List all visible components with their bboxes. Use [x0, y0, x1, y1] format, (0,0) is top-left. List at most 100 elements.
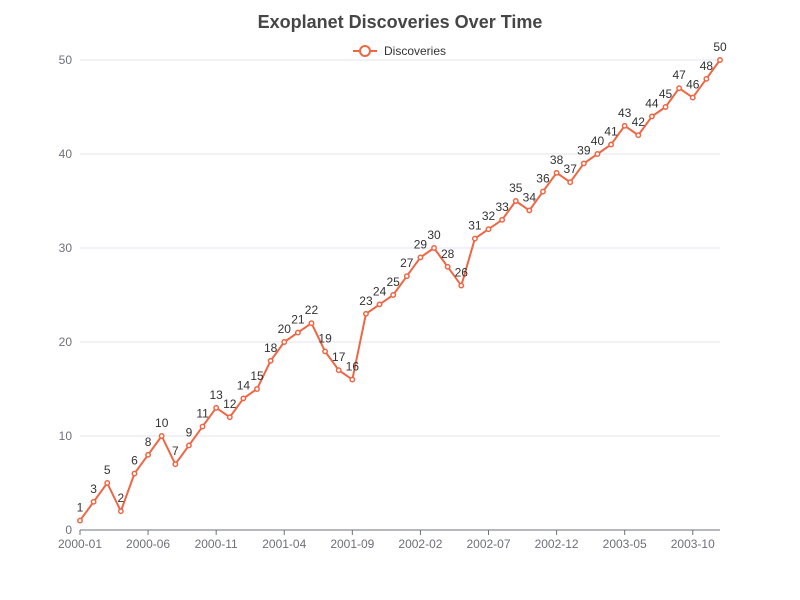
data-label: 26	[455, 266, 469, 280]
data-point[interactable]	[553, 169, 560, 176]
x-axis: 2000-01 2000-06 2000-11 2001-04 2001-09 2002-…	[58, 529, 720, 551]
data-point[interactable]	[376, 301, 383, 308]
data-label: 11	[196, 407, 209, 421]
data-point[interactable]	[580, 160, 587, 167]
data-point[interactable]	[117, 508, 124, 515]
data-label: 1	[77, 501, 84, 515]
data-label: 33	[495, 200, 509, 214]
data-point[interactable]	[594, 151, 601, 157]
data-label: 23	[359, 294, 373, 308]
data-label: 46	[686, 78, 700, 92]
data-label: 12	[223, 397, 237, 411]
data-label: 18	[264, 341, 278, 355]
data-point[interactable]	[335, 367, 342, 374]
data-point[interactable]	[185, 442, 192, 449]
legend[interactable]: Discoveries	[353, 44, 446, 58]
data-point[interactable]	[77, 517, 83, 524]
data-point[interactable]	[199, 423, 206, 430]
data-point[interactable]	[308, 320, 315, 327]
data-point[interactable]	[608, 141, 615, 148]
data-label: 7	[172, 444, 179, 458]
y-axis-tick-labels: 0 10 20 30 40 50	[59, 53, 73, 537]
data-label: 14	[237, 378, 251, 392]
data-point[interactable]	[444, 263, 451, 270]
grid-lines	[80, 59, 720, 437]
data-point[interactable]	[417, 254, 424, 261]
data-label: 13	[209, 388, 223, 402]
data-label: 43	[618, 106, 632, 120]
y-tick-label: 20	[59, 335, 73, 349]
x-tick-label: 2003-05	[603, 537, 647, 551]
data-label: 32	[482, 209, 496, 223]
data-point[interactable]	[485, 226, 492, 233]
data-label: 42	[632, 115, 646, 129]
x-tick-label: 2002-12	[535, 537, 579, 551]
data-label: 16	[346, 360, 360, 374]
data-label: 50	[713, 40, 727, 54]
y-tick-label: 0	[65, 523, 72, 537]
data-label: 25	[387, 275, 401, 289]
data-label: 24	[373, 284, 387, 298]
data-label: 22	[305, 303, 319, 317]
data-point[interactable]	[471, 235, 478, 242]
data-label: 37	[564, 162, 578, 176]
data-point[interactable]	[131, 470, 138, 477]
legend-circle-icon	[359, 45, 371, 57]
data-point[interactable]	[390, 292, 397, 298]
data-point[interactable]	[431, 245, 437, 251]
x-tick-label: 2001-09	[330, 537, 374, 551]
data-point[interactable]	[621, 122, 628, 129]
data-label: 19	[318, 331, 332, 345]
data-point[interactable]	[512, 198, 519, 204]
data-label: 17	[332, 350, 346, 364]
data-point[interactable]	[322, 348, 329, 355]
data-point[interactable]	[499, 216, 506, 223]
data-point[interactable]	[349, 376, 356, 383]
data-point[interactable]	[254, 386, 260, 392]
x-tick-label: 2001-04	[262, 537, 306, 551]
data-label: 6	[131, 454, 138, 468]
data-point[interactable]	[213, 404, 220, 411]
data-labels: 1352681079111312141518202122191716232425…	[77, 40, 727, 515]
data-point[interactable]	[145, 451, 152, 458]
y-tick-label: 30	[59, 241, 73, 255]
data-point[interactable]	[717, 57, 723, 63]
data-point[interactable]	[676, 85, 683, 92]
data-point[interactable]	[267, 357, 274, 364]
data-label: 48	[700, 59, 714, 73]
data-label: 35	[509, 181, 523, 195]
data-point[interactable]	[662, 104, 669, 110]
data-point[interactable]	[567, 179, 574, 186]
data-point[interactable]	[403, 273, 410, 280]
data-point[interactable]	[294, 329, 301, 336]
x-tick-label: 2000-11	[195, 537, 238, 551]
data-label: 28	[441, 247, 455, 261]
data-label: 9	[186, 425, 193, 439]
data-label: 41	[604, 125, 618, 139]
data-point[interactable]	[90, 498, 97, 505]
data-point[interactable]	[363, 310, 369, 317]
data-point[interactable]	[226, 414, 233, 421]
data-point[interactable]	[281, 339, 288, 345]
y-tick-label: 40	[59, 147, 73, 161]
data-point[interactable]	[703, 75, 710, 82]
data-point[interactable]	[540, 188, 546, 195]
data-point[interactable]	[158, 433, 165, 439]
x-tick-label: 2002-02	[398, 537, 442, 551]
data-label: 47	[672, 68, 686, 82]
data-label: 15	[250, 369, 264, 383]
data-label: 31	[468, 219, 482, 233]
data-point[interactable]	[526, 207, 533, 214]
y-tick-label: 50	[59, 53, 73, 67]
data-point[interactable]	[104, 480, 111, 486]
data-point[interactable]	[689, 94, 696, 101]
data-point[interactable]	[648, 113, 655, 120]
data-point[interactable]	[635, 132, 642, 139]
data-point[interactable]	[458, 282, 465, 289]
data-label: 36	[536, 172, 550, 186]
x-tick-label: 2002-07	[466, 537, 510, 551]
data-point[interactable]	[172, 461, 179, 468]
data-point[interactable]	[240, 395, 247, 402]
data-label: 44	[645, 96, 659, 110]
data-label: 40	[591, 134, 605, 148]
